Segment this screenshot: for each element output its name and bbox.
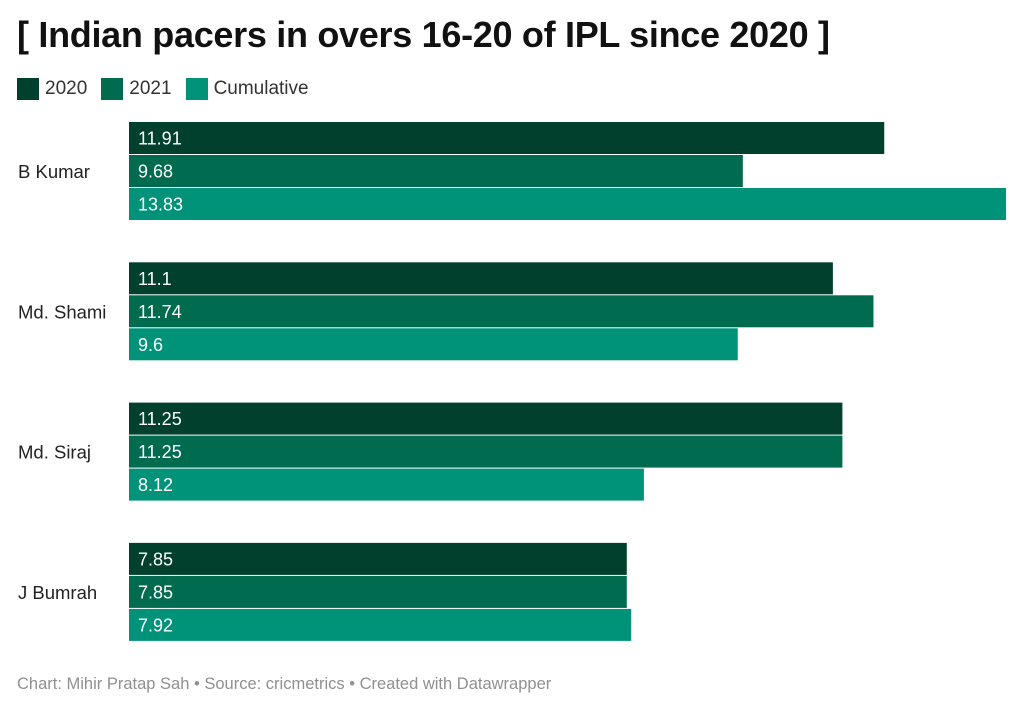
bar-j-bumrah-2021 (129, 575, 627, 608)
bar-md-siraj-2021 (129, 435, 843, 468)
chart-credit: Chart: Mihir Pratap Sah • Source: cricme… (17, 675, 552, 693)
bar-md-shami-cumulative (129, 328, 738, 361)
value-label-j-bumrah-2020: 7.85 (138, 549, 173, 569)
value-label-j-bumrah-2021: 7.85 (138, 582, 173, 602)
chart-legend: 2020 2021 Cumulative (17, 76, 309, 102)
bar-b-kumar-cumulative (129, 188, 1006, 220)
category-label-j-bumrah: J Bumrah (18, 582, 97, 603)
value-label-b-kumar-2021: 9.68 (138, 162, 173, 182)
bar-md-siraj-cumulative (129, 468, 644, 501)
chart-title: [ Indian pacers in overs 16-20 of IPL si… (17, 14, 830, 55)
legend-label-2021: 2021 (129, 78, 172, 99)
value-label-b-kumar-cumulative: 13.83 (138, 195, 183, 215)
value-label-b-kumar-2020: 11.91 (138, 129, 182, 149)
legend-label-cumulative: Cumulative (213, 78, 309, 99)
category-label-b-kumar: B Kumar (18, 161, 90, 182)
value-label-md-siraj-cumulative: 8.12 (138, 475, 173, 495)
bar-j-bumrah-cumulative (129, 608, 632, 641)
value-label-md-siraj-2021: 11.25 (138, 442, 182, 462)
legend-swatch-cumulative (185, 78, 208, 100)
value-label-md-shami-2021: 11.74 (138, 302, 182, 322)
value-label-md-shami-2020: 11.1 (138, 269, 172, 289)
bar-b-kumar-2021 (129, 155, 743, 187)
category-label-md-siraj: Md. Siraj (18, 442, 91, 463)
bar-b-kumar-2020 (129, 122, 885, 154)
bar-md-shami-2020 (129, 262, 833, 295)
value-label-md-siraj-2020: 11.25 (138, 409, 182, 429)
category-label-md-shami: Md. Shami (18, 301, 106, 322)
value-label-j-bumrah-cumulative: 7.92 (138, 615, 173, 635)
bar-j-bumrah-2020 (129, 542, 627, 575)
legend-item-cumulative: Cumulative (185, 78, 309, 100)
legend-swatch-2020 (17, 78, 39, 100)
legend-item-2021: 2021 (101, 78, 172, 100)
legend-swatch-2021 (101, 78, 124, 100)
bar-md-shami-2021 (129, 295, 874, 328)
value-label-md-shami-cumulative: 9.6 (138, 335, 163, 355)
legend-item-2020: 2020 (17, 78, 87, 100)
legend-label-2020: 2020 (45, 78, 88, 99)
bar-md-siraj-2020 (129, 402, 843, 435)
